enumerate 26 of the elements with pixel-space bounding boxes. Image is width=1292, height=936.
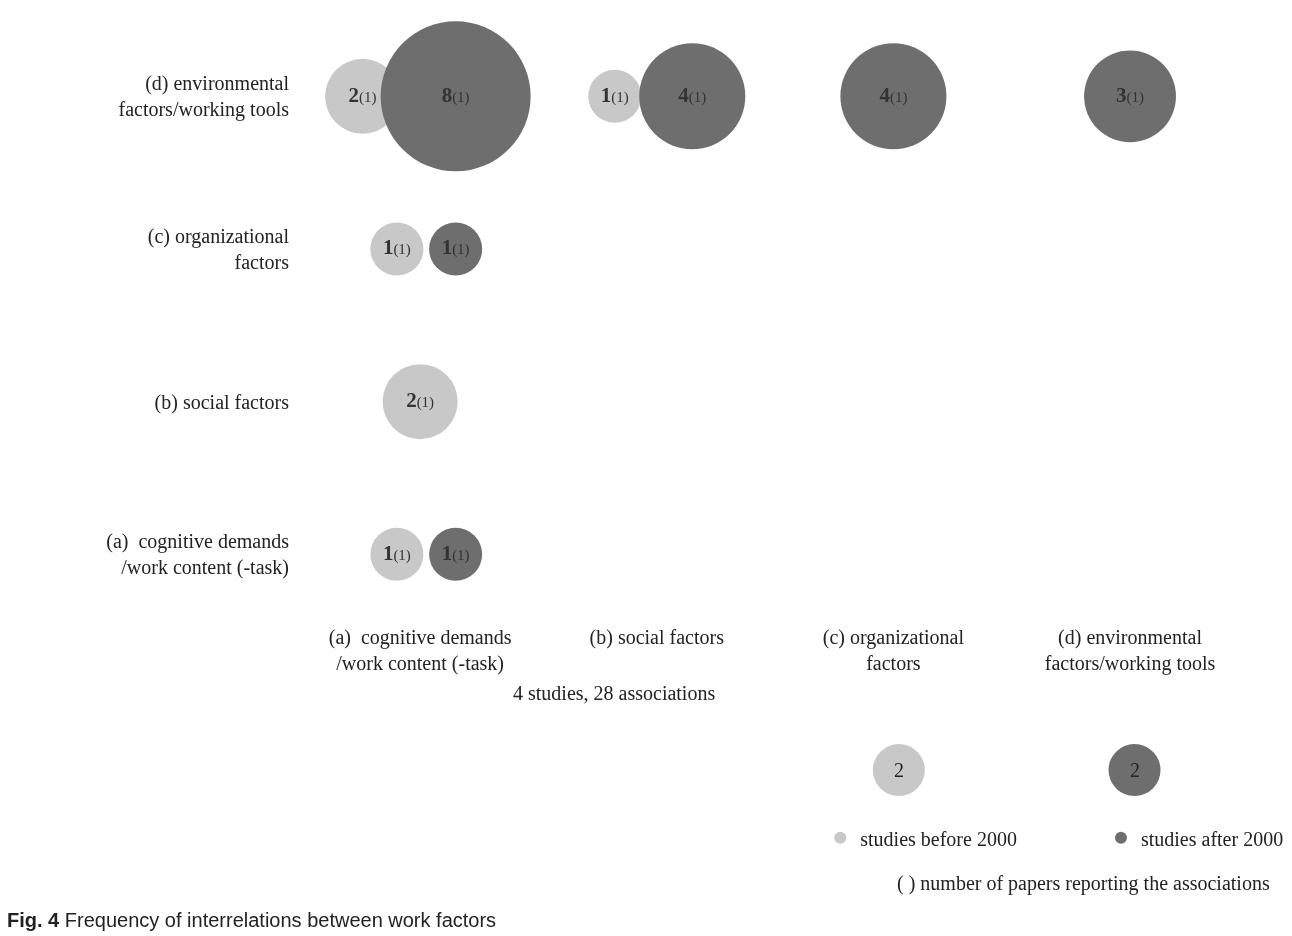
legend-label: studies before 2000: [860, 827, 1017, 850]
category-label: (b) social factors: [589, 625, 725, 649]
data-label: 1(1): [382, 540, 411, 565]
data-label: 4(1): [879, 82, 908, 107]
data-label: 1(1): [441, 540, 470, 565]
caption: Fig. 4 Frequency of interrelations between work factors: [7, 909, 497, 931]
category-label: (c) organizational factors: [147, 224, 289, 273]
data-label: 1(1): [441, 235, 470, 260]
data-label: 2(1): [406, 387, 435, 412]
category-label: (c) organizational factors: [822, 625, 965, 674]
data-label: 1(1): [382, 235, 411, 260]
data-label: 2(1): [348, 82, 377, 107]
data-label: 4(1): [678, 82, 707, 107]
data-label: 8(1): [441, 82, 470, 107]
data-label: 1(1): [600, 82, 629, 107]
category-label: (a) cognitive demands /work content (-task): [106, 530, 289, 579]
category-label: (a) cognitive demands /work content (-task): [328, 625, 512, 675]
text: 2: [1130, 759, 1140, 781]
text: 4 studies, 28 associations: [513, 682, 716, 704]
data-label: 3(1): [1116, 82, 1145, 107]
legend-label: studies after 2000: [1140, 827, 1284, 850]
text: ( ) number of papers reporting the associations: [897, 872, 1270, 895]
category-label: (b) social factors: [154, 390, 289, 413]
text: 2: [894, 759, 904, 781]
category-label: (d) environmental factors/working tools: [1044, 625, 1216, 675]
category-label: (d) environmental factors/working tools: [118, 72, 289, 121]
